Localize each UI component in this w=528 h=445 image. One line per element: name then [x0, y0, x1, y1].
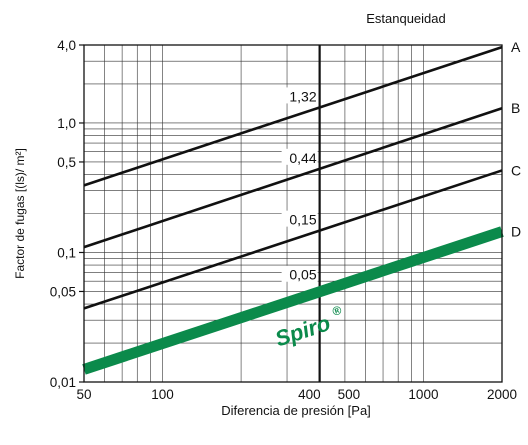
y-tick-label-0,01: 0,01 [50, 375, 76, 390]
spiro-brand-text: Spiro [272, 310, 333, 351]
series-line-a [83, 45, 503, 187]
registered-mark: ® [331, 303, 344, 319]
value-label-bg [281, 210, 318, 227]
series-name-b: B [511, 100, 520, 116]
plot-frame [83, 44, 503, 383]
value-label-bg [281, 265, 318, 282]
value-label-c: 0,15 [289, 212, 316, 228]
y-tick-label-1,0: 1,0 [57, 116, 76, 131]
x-tick-label-400: 400 [298, 387, 321, 402]
value-label-bg [281, 87, 318, 104]
series-layer [82, 45, 504, 375]
text-layer: A 1,32 B 0,44 C 0,15 D 0,05 Estanqueidad 50 100 400… [13, 11, 521, 418]
x-tick-label-500: 500 [338, 387, 361, 402]
value-label-d: 0,05 [289, 267, 316, 283]
x-tick-label-2000: 2000 [487, 387, 517, 402]
series-name-d: D [511, 224, 521, 240]
x-tick-label-100: 100 [151, 387, 174, 402]
y-tick-label-0,1: 0,1 [57, 245, 76, 260]
x-tick-label-1000: 1000 [408, 387, 438, 402]
y-axis-label: Factor de fugas [(ls)/ m²] [13, 148, 27, 279]
series-line-b [83, 106, 503, 249]
x-axis-label: Diferencia de presión [Pa] [221, 403, 371, 418]
value-label-b: 0,44 [289, 150, 316, 166]
series-line-c [83, 169, 503, 310]
y-tick-label-0,5: 0,5 [57, 155, 76, 170]
y-tick-label-0,05: 0,05 [50, 284, 76, 299]
series-name-c: C [511, 162, 521, 178]
value-label-a: 1,32 [289, 88, 316, 104]
x-tick-label-50: 50 [76, 387, 91, 402]
value-label-bg [281, 148, 318, 165]
series-line-d [82, 226, 504, 375]
series-name-a: A [511, 39, 521, 55]
y-tick-label-4,0: 4,0 [57, 38, 76, 53]
legend-title: Estanqueidad [366, 11, 446, 26]
